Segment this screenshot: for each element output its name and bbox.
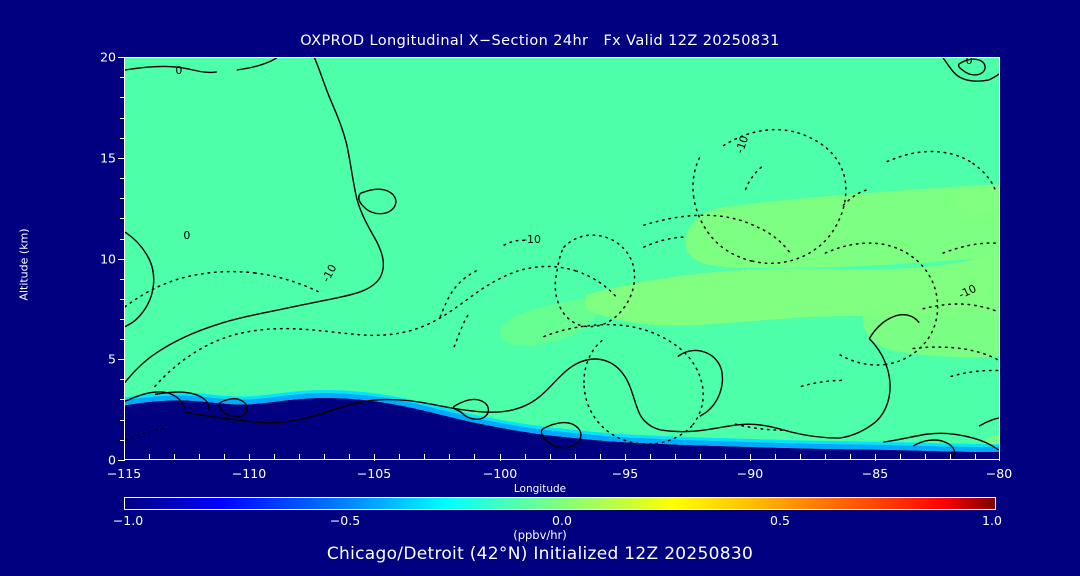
y-tick-minor: [120, 279, 125, 280]
x-tick-minor: [525, 454, 526, 459]
x-tick-minor: [575, 454, 576, 459]
x-tick--105: [374, 454, 375, 461]
y-tick-5: [118, 359, 125, 360]
contour-field: 0 0 0 -10 -10 -10 -10: [125, 58, 999, 459]
colorbar-label-1.0: 1.0: [982, 513, 1002, 528]
x-label--95: −95: [611, 466, 639, 481]
y-tick-10: [118, 259, 125, 260]
x-tick-minor: [299, 454, 300, 459]
x-tick-minor: [675, 454, 676, 459]
colorbar[interactable]: [124, 497, 996, 510]
x-tick--115: [124, 454, 125, 461]
x-tick-minor: [850, 454, 851, 459]
terrain-mask: [125, 389, 999, 459]
y-tick-15: [118, 158, 125, 159]
x-label--90: −90: [736, 466, 764, 481]
x-tick-minor: [900, 454, 901, 459]
x-tick--85: [875, 454, 876, 461]
y-tick-minor: [120, 319, 125, 320]
y-label-5: 5: [108, 351, 116, 367]
x-tick-minor: [274, 454, 275, 459]
contour-label-zero-a: 0: [175, 64, 182, 77]
contour-label-zero-c: 0: [966, 58, 973, 67]
y-axis-labels: 20 15 10 5 0: [68, 0, 116, 576]
enhanced-production-regions: [500, 184, 999, 455]
x-tick-minor: [950, 454, 951, 459]
contour-dotted-negten: [125, 128, 999, 445]
chart-title: OXPROD Longitudinal X−Section 24hr Fx Va…: [300, 33, 780, 49]
y-tick-20: [118, 57, 125, 58]
y-tick-minor: [120, 198, 125, 199]
x-tick-minor: [474, 454, 475, 459]
x-tick--80: [999, 454, 1000, 461]
x-tick-minor: [550, 454, 551, 459]
figure-caption: Chicago/Detroit (42°N) Initialized 12Z 2…: [326, 544, 754, 564]
y-tick-minor: [120, 379, 125, 380]
x-tick-minor: [174, 454, 175, 459]
x-tick--95: [625, 454, 626, 461]
y-tick-minor: [120, 299, 125, 300]
y-tick-minor: [120, 239, 125, 240]
x-tick-minor: [449, 454, 450, 459]
y-tick-minor: [120, 218, 125, 219]
x-tick-minor: [925, 454, 926, 459]
x-tick-minor: [975, 454, 976, 459]
y-axis-title: Altitude (km): [17, 228, 31, 301]
y-tick-minor: [120, 118, 125, 119]
y-label-0: 0: [108, 452, 116, 468]
y-label-20: 20: [100, 49, 116, 65]
x-tick-minor: [800, 454, 801, 459]
x-tick-minor: [700, 454, 701, 459]
x-tick-minor: [399, 454, 400, 459]
y-tick-0: [118, 460, 125, 461]
y-tick-minor: [120, 420, 125, 421]
y-tick-minor: [120, 77, 125, 78]
x-tick-minor: [424, 454, 425, 459]
x-tick--110: [249, 454, 250, 461]
x-label--100: −100: [482, 466, 518, 481]
colorbar-label-0.5: 0.5: [770, 513, 790, 528]
x-tick-minor: [199, 454, 200, 459]
x-label--80: −80: [985, 466, 1013, 481]
x-tick-minor: [600, 454, 601, 459]
x-tick-minor: [324, 454, 325, 459]
x-label--85: −85: [861, 466, 889, 481]
x-tick-minor: [349, 454, 350, 459]
contour-solid-zero: [125, 58, 999, 459]
colorbar-unit-label: (ppbv/hr): [513, 528, 567, 542]
colorbar-label--0.5: −0.5: [329, 513, 361, 528]
y-tick-minor: [120, 339, 125, 340]
colorbar-label-0.0: 0.0: [552, 513, 572, 528]
y-tick-minor: [120, 440, 125, 441]
contour-label-negten-c: -10: [733, 134, 751, 155]
x-axis-title: Longitude: [513, 483, 567, 495]
contour-label-negten-b: -10: [523, 233, 541, 246]
x-tick--90: [750, 454, 751, 461]
y-tick-minor: [120, 138, 125, 139]
x-label--105: −105: [356, 466, 392, 481]
y-tick-minor: [120, 399, 125, 400]
y-label-10: 10: [100, 251, 116, 267]
x-tick-minor: [650, 454, 651, 459]
cross-section-plot[interactable]: 0 0 0 -10 -10 -10 -10: [124, 57, 1000, 460]
y-label-15: 15: [100, 150, 116, 166]
colorbar-label--1.0: −1.0: [112, 513, 144, 528]
y-tick-minor: [120, 178, 125, 179]
x-tick-minor: [725, 454, 726, 459]
x-tick--100: [500, 454, 501, 461]
x-label--110: −110: [231, 466, 267, 481]
y-tick-minor: [120, 97, 125, 98]
x-tick-minor: [149, 454, 150, 459]
x-tick-minor: [775, 454, 776, 459]
x-label--115: −115: [106, 466, 142, 481]
x-tick-minor: [224, 454, 225, 459]
contour-label-zero-b: 0: [183, 229, 190, 242]
x-tick-minor: [825, 454, 826, 459]
